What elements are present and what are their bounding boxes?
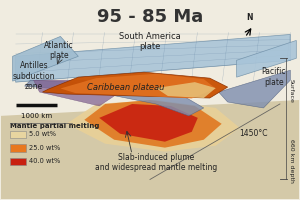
Polygon shape	[13, 36, 78, 81]
Polygon shape	[1, 100, 299, 199]
Polygon shape	[43, 72, 228, 98]
Polygon shape	[16, 34, 290, 82]
Polygon shape	[84, 100, 222, 148]
Polygon shape	[219, 70, 290, 108]
Text: Antilles
subduction
zone: Antilles subduction zone	[13, 61, 55, 91]
Polygon shape	[66, 100, 240, 152]
Text: 5.0 wt%: 5.0 wt%	[29, 131, 56, 137]
Polygon shape	[34, 80, 120, 106]
Text: Surface: Surface	[289, 79, 294, 103]
Polygon shape	[60, 74, 216, 98]
Text: 1000 km: 1000 km	[21, 113, 52, 119]
Text: Atlantic
plate: Atlantic plate	[44, 41, 74, 60]
Text: Caribbean plateau: Caribbean plateau	[87, 83, 165, 92]
Polygon shape	[237, 40, 296, 77]
Text: Mantle partial melting: Mantle partial melting	[10, 123, 99, 129]
Text: Pacific
plate: Pacific plate	[262, 67, 286, 87]
FancyBboxPatch shape	[10, 131, 26, 138]
Text: 40.0 wt%: 40.0 wt%	[29, 158, 60, 164]
Text: South America
plate: South America plate	[119, 32, 181, 51]
FancyBboxPatch shape	[10, 158, 26, 165]
Text: 95 - 85 Ma: 95 - 85 Ma	[97, 8, 203, 26]
Text: 25.0 wt%: 25.0 wt%	[29, 145, 60, 151]
Polygon shape	[25, 80, 204, 116]
Text: Slab-induced plume
and widespread mantle melting: Slab-induced plume and widespread mantle…	[95, 153, 217, 172]
Text: N: N	[246, 13, 252, 22]
FancyBboxPatch shape	[10, 144, 26, 152]
Text: 1450°C: 1450°C	[240, 129, 268, 138]
Text: 660 km depth: 660 km depth	[289, 139, 294, 183]
Polygon shape	[156, 82, 216, 98]
Polygon shape	[99, 104, 198, 142]
